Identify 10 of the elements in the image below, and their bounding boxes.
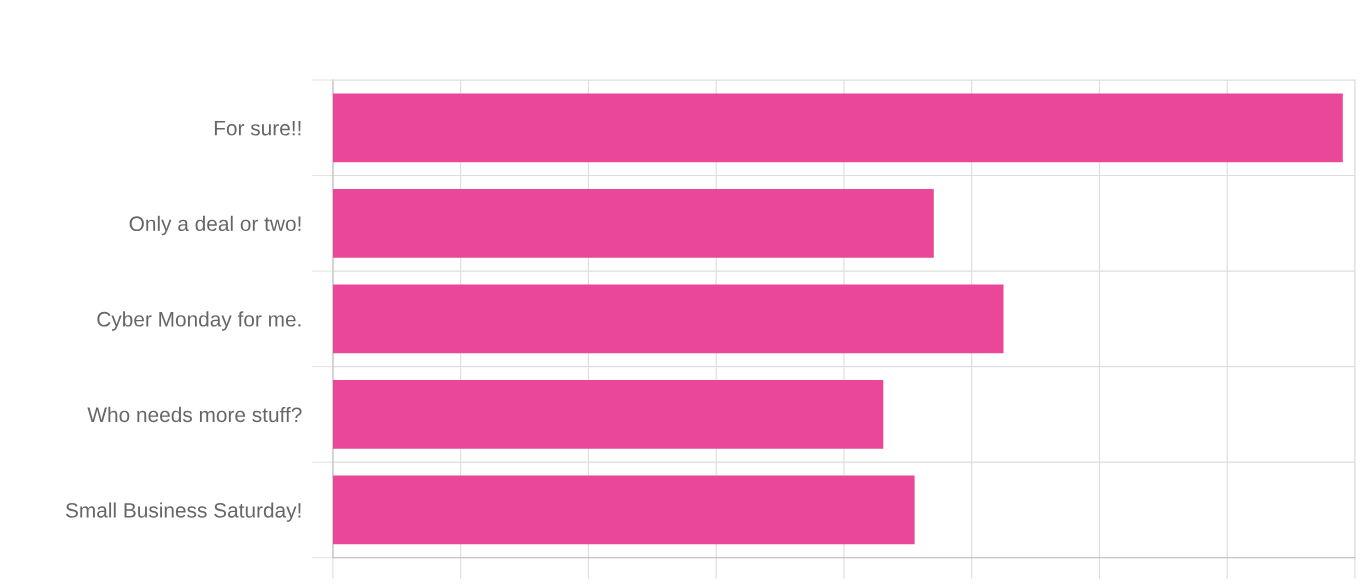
y-tick-label: Who needs more stuff?	[87, 406, 302, 423]
bar	[332, 188, 934, 258]
bar	[332, 284, 1004, 354]
y-tick-label: Small Business Saturday!	[65, 502, 301, 522]
bar	[332, 475, 915, 545]
y-tick-label: Only a deal or two!	[129, 215, 301, 236]
y-tick-label: Cyber Monday for me.	[97, 311, 301, 331]
bar	[332, 380, 884, 449]
bar	[332, 93, 1343, 163]
y-tick-label: For sure!!	[214, 121, 301, 136]
